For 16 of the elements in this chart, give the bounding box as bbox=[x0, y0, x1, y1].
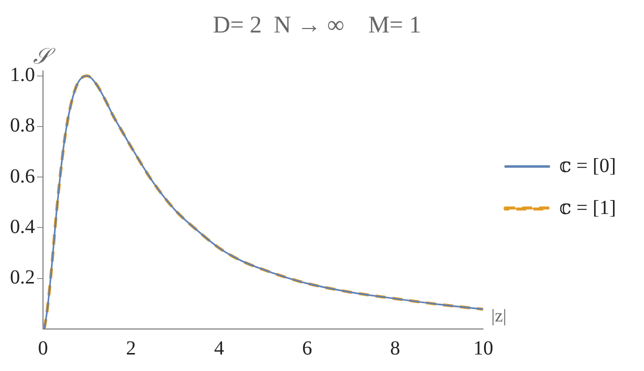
x-tick-label: 0 bbox=[38, 337, 48, 360]
x-tick-label: 6 bbox=[302, 337, 312, 360]
legend-label: 𝕔 = [1] bbox=[559, 196, 616, 219]
x-tick-label: 4 bbox=[214, 337, 224, 360]
x-axis-title: |z| bbox=[491, 306, 506, 326]
y-tick-label: 0.8 bbox=[10, 114, 35, 137]
y-tick-label: 0.2 bbox=[10, 266, 35, 289]
y-tick-label: 1.0 bbox=[10, 64, 35, 86]
x-tick-label: 10 bbox=[473, 337, 494, 360]
chart-title: D= 2 N → ∞ M= 1 bbox=[212, 12, 422, 39]
y-axis-title: 𝒮 bbox=[33, 44, 56, 69]
legend-label: 𝕔 = [0] bbox=[559, 154, 616, 177]
x-tick-label: 8 bbox=[390, 337, 400, 360]
x-tick-label: 2 bbox=[126, 337, 136, 360]
y-tick-label: 0.4 bbox=[10, 216, 35, 238]
y-tick-label: 0.6 bbox=[10, 165, 35, 188]
